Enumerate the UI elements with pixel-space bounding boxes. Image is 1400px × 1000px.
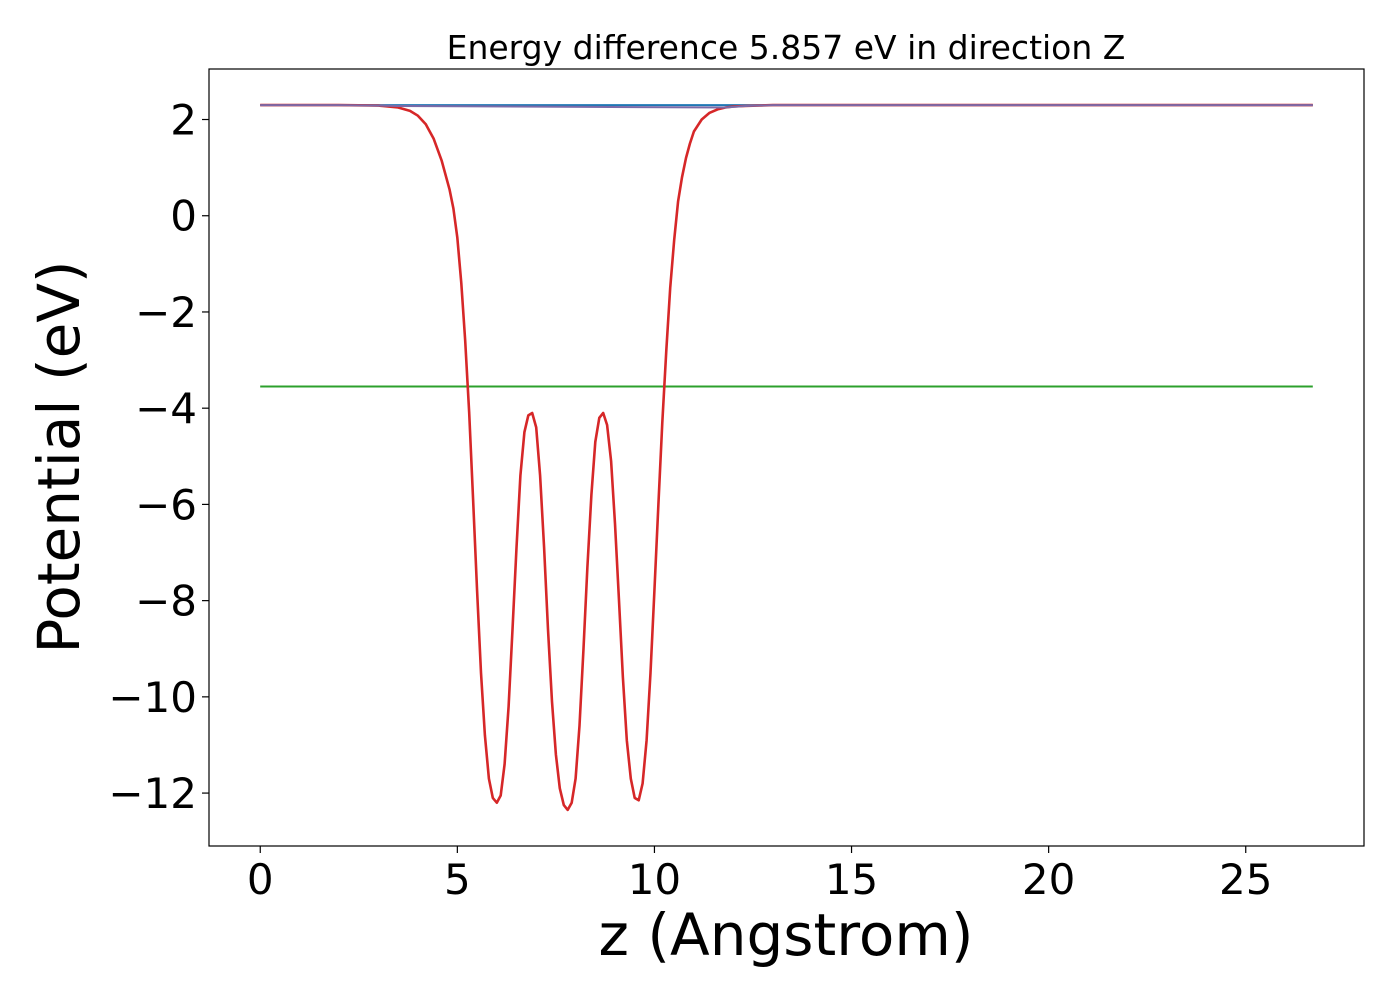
x-tick-label: 0 — [247, 855, 274, 904]
y-tick-label: −10 — [108, 673, 197, 722]
y-tick-label: −8 — [135, 577, 197, 626]
y-axis: 2 0 −2 −4 −6 −8 −10 −12 — [108, 96, 209, 818]
series-line-3 — [260, 103, 1313, 812]
x-tick-label: 25 — [1219, 855, 1272, 904]
x-axis: 0 5 10 15 20 25 — [247, 846, 1272, 904]
x-tick-label: 10 — [628, 855, 681, 904]
chart-title: Energy difference 5.857 eV in direction … — [447, 28, 1126, 67]
x-axis-label: z (Angstrom) — [599, 901, 974, 969]
x-tick-label: 15 — [825, 855, 878, 904]
x-tick-label: 20 — [1022, 855, 1075, 904]
y-tick-label: −12 — [108, 769, 197, 818]
series-line-4 — [260, 104, 1313, 109]
x-tick-label: 5 — [444, 855, 471, 904]
y-tick-label: 0 — [170, 192, 197, 241]
y-tick-label: −4 — [135, 384, 197, 433]
y-tick-label: −6 — [135, 480, 197, 529]
y-tick-label: 2 — [170, 96, 197, 145]
y-axis-label: Potential (eV) — [25, 260, 93, 653]
y-tick-label: −2 — [135, 288, 197, 337]
plot-frame — [208, 68, 1365, 847]
plot-area — [260, 103, 1313, 812]
